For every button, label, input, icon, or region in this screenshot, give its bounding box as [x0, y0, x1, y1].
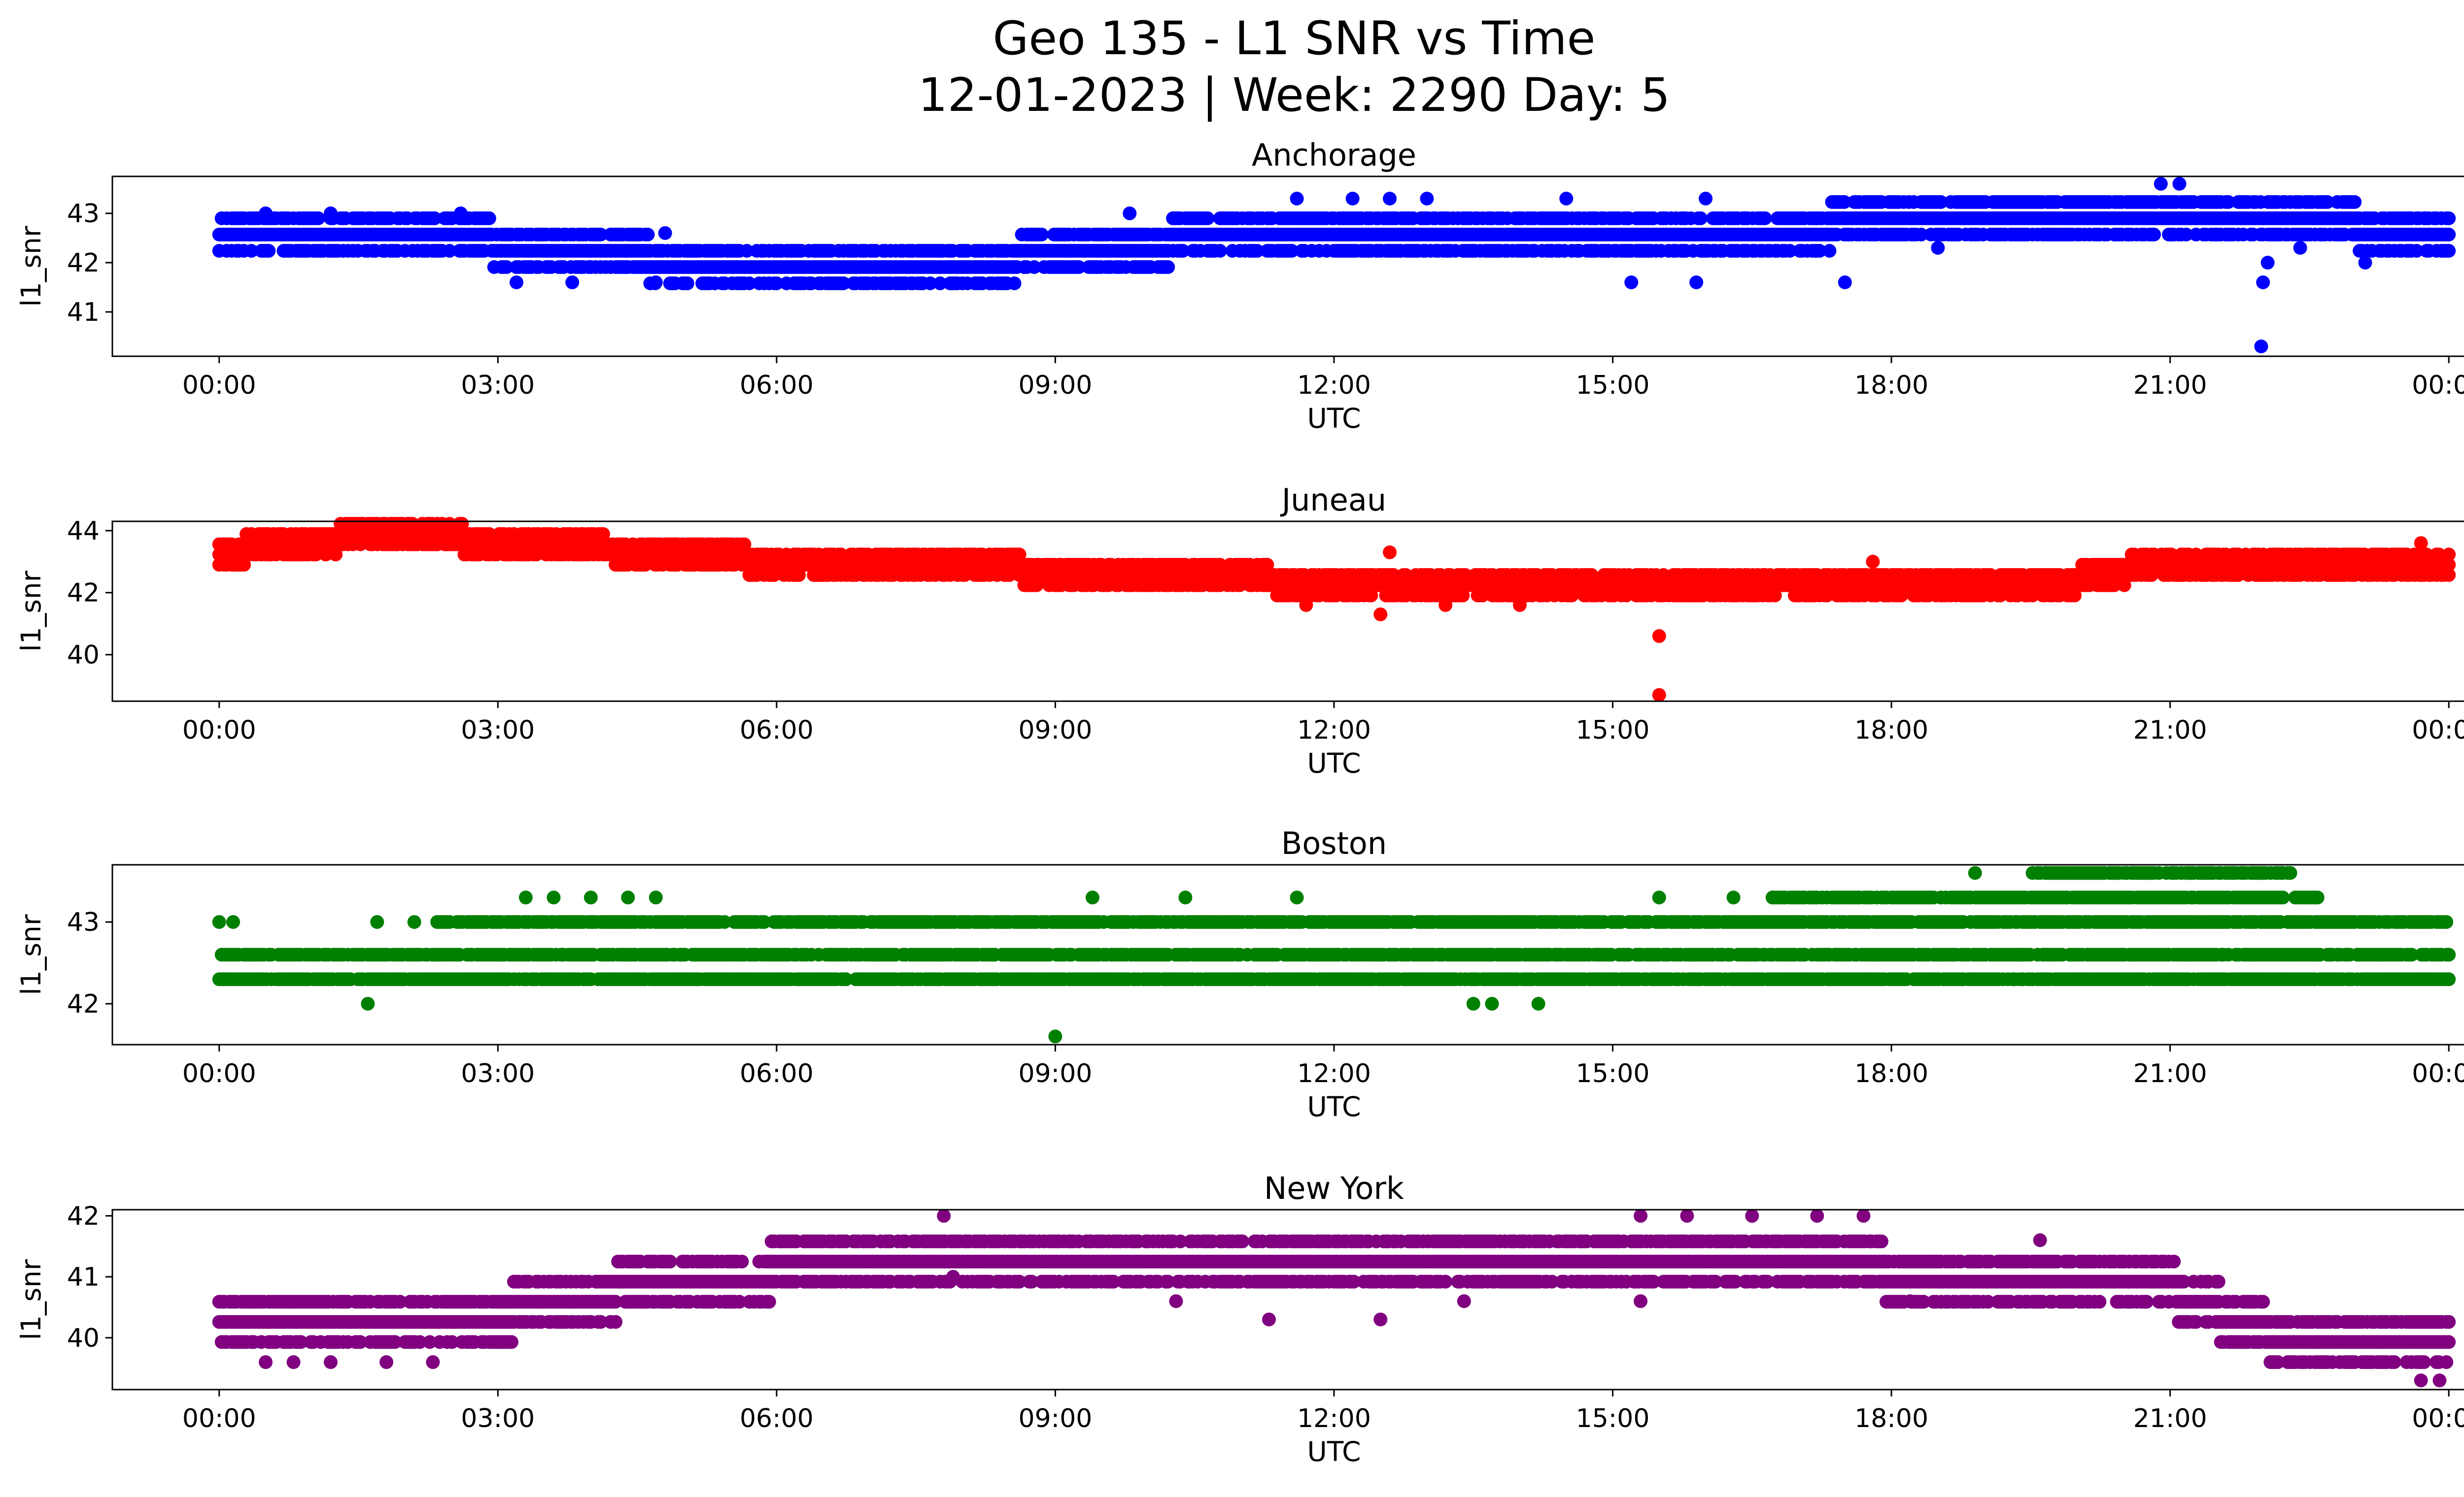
data-point	[2442, 568, 2456, 582]
data-point	[1030, 577, 1044, 590]
data-point	[649, 275, 663, 289]
y-axis-label: l1_snr	[15, 571, 47, 651]
data-point	[1299, 598, 1313, 612]
y-tick-label: 41	[67, 298, 100, 327]
data-point	[1201, 211, 1215, 225]
data-point	[1383, 192, 1397, 205]
x-tick-label: 18:00	[1854, 371, 1928, 400]
data-point	[482, 211, 496, 225]
data-point	[1290, 192, 1304, 205]
y-tick-label: 42	[67, 248, 100, 278]
data-point	[259, 206, 273, 220]
x-tick-label: 00:00	[2412, 371, 2464, 400]
panel-title: Anchorage	[1252, 137, 1416, 173]
data-point	[1438, 598, 1452, 612]
x-tick-label: 03:00	[461, 371, 535, 400]
x-tick-label: 00:00	[182, 371, 256, 400]
data-point	[681, 276, 694, 290]
data-point	[2261, 256, 2275, 270]
data-point	[2256, 275, 2270, 289]
data-point	[1346, 192, 1360, 205]
data-point	[2442, 228, 2456, 241]
data-point	[1213, 244, 1227, 258]
data-point	[2442, 211, 2456, 225]
data-point	[1035, 228, 1049, 241]
data-point	[1559, 192, 1573, 205]
x-axis-label: UTC	[1307, 403, 1361, 434]
data-point	[1373, 608, 1387, 621]
x-tick-label: 12:00	[1297, 715, 1371, 745]
x-tick-label: 15:00	[1576, 715, 1650, 745]
data-point	[510, 275, 523, 289]
data-point	[324, 206, 338, 220]
data-point	[2442, 547, 2456, 561]
y-tick-label: 44	[67, 516, 100, 546]
y-tick-label: 42	[67, 578, 100, 608]
data-point	[2414, 536, 2428, 550]
data-point	[1624, 275, 1638, 289]
data-point	[1652, 688, 1666, 702]
data-point	[2442, 244, 2456, 258]
data-point	[658, 226, 672, 240]
data-point	[262, 244, 275, 258]
data-point	[2154, 177, 2168, 191]
x-tick-label: 21:00	[2133, 371, 2207, 400]
y-axis-label: l1_snr	[15, 226, 47, 306]
data-point	[2173, 177, 2187, 191]
data-point	[1822, 244, 1836, 258]
data-point	[1513, 598, 1527, 612]
x-tick-label: 09:00	[1019, 371, 1093, 400]
x-tick-label: 12:00	[1297, 371, 1371, 400]
data-point	[1420, 192, 1434, 205]
data-point	[1123, 206, 1136, 220]
x-tick-label: 06:00	[740, 371, 814, 400]
x-tick-label: 03:00	[461, 715, 535, 745]
x-tick-label: 09:00	[1019, 715, 1093, 745]
x-tick-label: 18:00	[1854, 715, 1928, 745]
x-tick-label: 06:00	[740, 715, 814, 745]
x-tick-label: 21:00	[2133, 715, 2207, 745]
data-point	[2293, 241, 2307, 255]
x-tick-label: 15:00	[1576, 371, 1650, 400]
data-point	[1161, 260, 1175, 274]
data-point	[565, 275, 579, 289]
figure-title-line1: Geo 135 - L1 SNR vs Time	[993, 12, 1596, 66]
x-tick-label: 00:00	[182, 715, 256, 745]
data-point	[454, 206, 468, 220]
x-tick-label: 00:00	[2412, 715, 2464, 745]
data-point	[1689, 275, 1703, 289]
data-point	[1699, 192, 1712, 205]
data-point	[1758, 211, 1772, 225]
figure-title-line2: 12-01-2023 | Week: 2290 Day: 5	[918, 68, 1670, 122]
data-point	[1866, 555, 1880, 569]
panel-title: Juneau	[1280, 482, 1386, 518]
panel-title: Boston	[1281, 825, 1387, 861]
data-point	[1383, 545, 1397, 559]
data-point	[2359, 256, 2372, 270]
y-tick-label: 40	[67, 641, 100, 670]
data-point	[1008, 276, 1022, 290]
data-point	[1931, 241, 1945, 255]
x-axis-label: UTC	[1307, 748, 1361, 779]
data-point	[2348, 195, 2361, 209]
data-point	[311, 211, 325, 225]
data-point	[1694, 211, 1708, 225]
data-point	[2147, 228, 2161, 241]
data-point	[1838, 275, 1852, 289]
y-tick-label: 43	[67, 199, 100, 229]
data-point	[641, 228, 655, 241]
data-point	[1652, 629, 1666, 643]
data-point	[2254, 340, 2268, 353]
